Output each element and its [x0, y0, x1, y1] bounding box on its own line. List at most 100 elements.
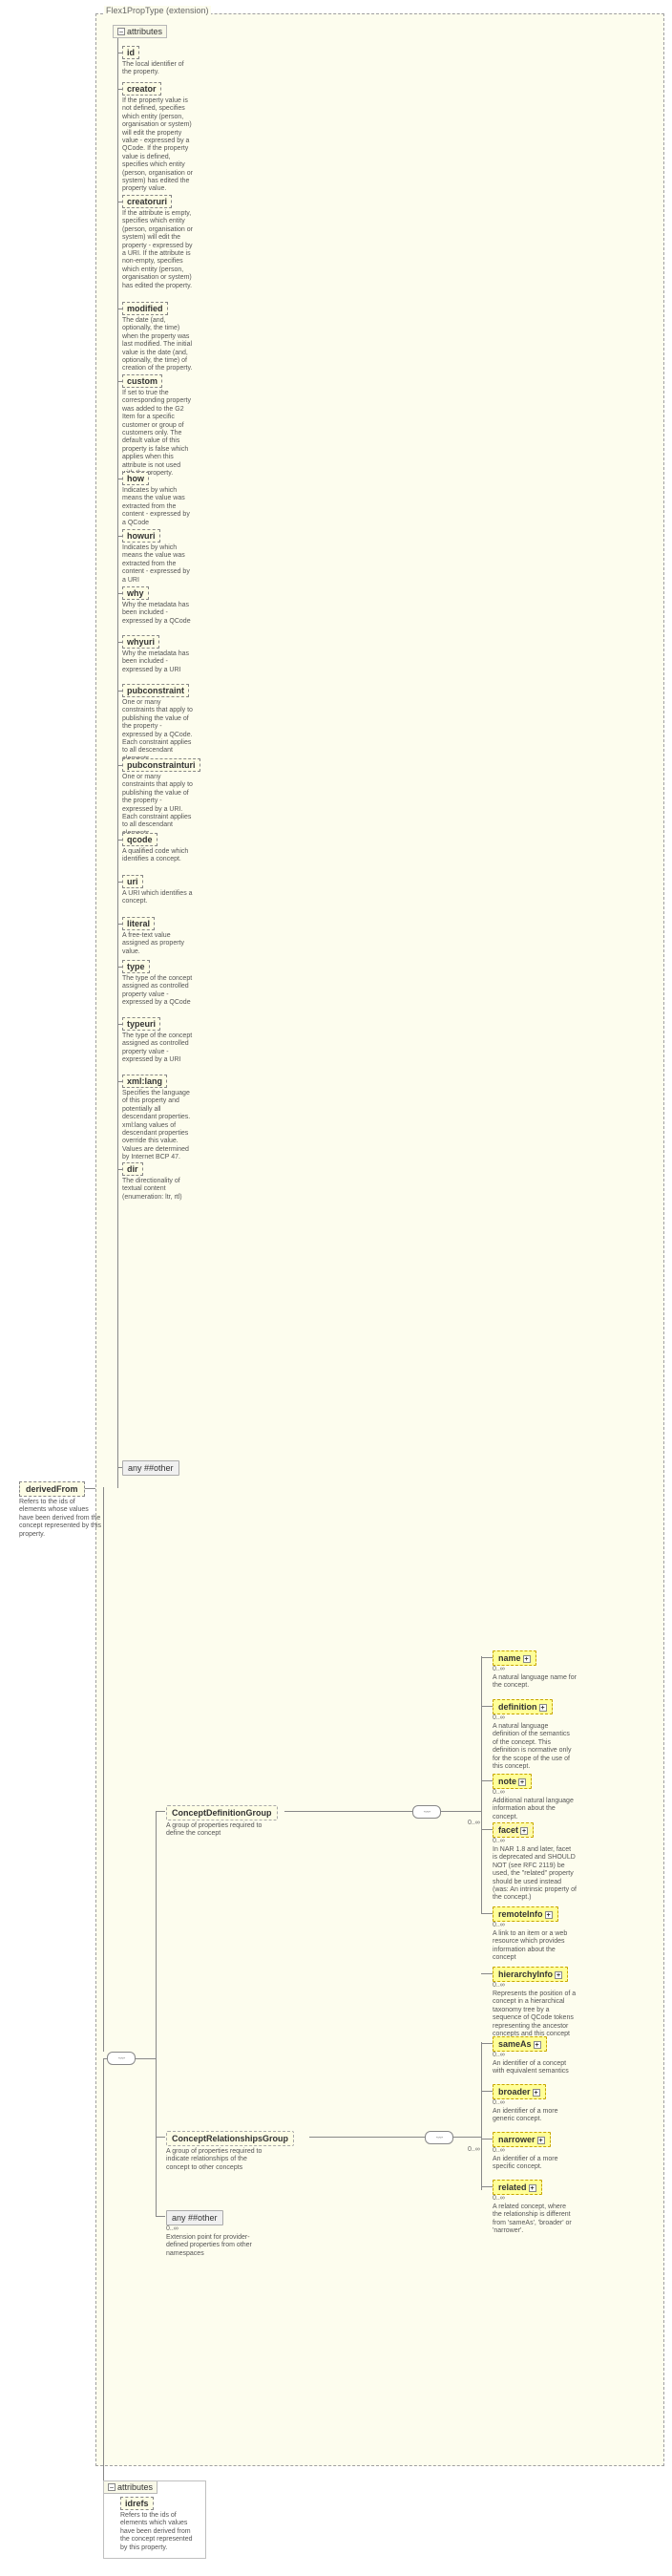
any-element: any ##other0..∞ Extension point for provi… — [166, 2210, 262, 2258]
attr-creator: creatorIf the property value is not defi… — [122, 82, 193, 194]
group-desc: A group of properties required to define… — [166, 1822, 271, 1839]
attr-name: id — [122, 46, 139, 59]
element-desc: An identifier of a more generic concept. — [493, 2108, 577, 2124]
attr-desc: The directionality of textual content (e… — [122, 1178, 193, 1202]
toggle-icon[interactable]: − — [117, 28, 125, 35]
element-name: definition+ — [493, 1699, 553, 1714]
attr-name: pubconstraint — [122, 684, 189, 697]
attributes-group[interactable]: −attributes — [113, 25, 167, 38]
expand-icon[interactable]: + — [545, 1911, 553, 1919]
attr-creatoruri: creatoruriIf the attribute is empty, spe… — [122, 195, 193, 290]
element-broader: broader+0..∞ An identifier of a more gene… — [493, 2084, 577, 2124]
element-name: note+ — [493, 1774, 532, 1789]
element-name: sameAs+ — [493, 2036, 547, 2052]
attr-how: howIndicates by which means the value wa… — [122, 472, 193, 527]
attr-literal: literalA free-text value assigned as pro… — [122, 917, 193, 956]
cardinality: 0..∞ — [493, 2052, 575, 2058]
element-name: broader+ — [493, 2084, 546, 2099]
expand-icon[interactable]: + — [518, 1778, 526, 1786]
element-narrower: narrower+0..∞An identifier of a more spe… — [493, 2132, 577, 2172]
attr-name: qcode — [122, 833, 158, 846]
element-hierarchyInfo: hierarchyInfo+0..∞Represents the positio… — [493, 1967, 577, 2038]
expand-icon[interactable]: + — [533, 2089, 540, 2097]
attr-desc: Why the metadata has been included - exp… — [122, 602, 193, 626]
element-related: related+0..∞A related concept, where the… — [493, 2180, 577, 2236]
cardinality: 0..∞ — [493, 2099, 575, 2106]
expand-icon[interactable]: + — [529, 2184, 536, 2192]
expand-icon[interactable]: + — [523, 1655, 531, 1663]
attr-name: literal — [122, 917, 155, 930]
cardinality: 0..∞ — [493, 1982, 575, 1989]
any-desc: Extension point for provider-defined pro… — [166, 2234, 262, 2258]
attr-desc: One or many constraints that apply to pu… — [122, 699, 193, 763]
attr-desc: If set to true the corresponding propert… — [122, 390, 193, 478]
cardinality: 0..∞ — [493, 2195, 575, 2202]
attr-name: howuri — [122, 529, 160, 543]
element-desc: An identifier of a more specific concept… — [493, 2156, 577, 2172]
attr-whyuri: whyuriWhy the metadata has been included… — [122, 635, 193, 674]
element-name: derivedFrom — [19, 1481, 85, 1497]
element-name: narrower+ — [493, 2132, 551, 2147]
element-sameAs: sameAs+0..∞ An identifier of a concept wi… — [493, 2036, 577, 2076]
element-desc: A link to an item or a web resource whic… — [493, 1930, 577, 1963]
group-name: ConceptRelationshipsGroup — [166, 2131, 294, 2146]
attr-qcode: qcode A qualified code which identifies a… — [122, 833, 193, 864]
element-desc: In NAR 1.8 and later, facet is deprecate… — [493, 1846, 577, 1903]
any-attribute: any ##other — [122, 1460, 179, 1476]
element-desc: Refers to the ids of elements whose valu… — [19, 1499, 103, 1539]
element-note: note+0..∞ Additional natural language inf… — [493, 1774, 577, 1821]
element-name: facet+ — [493, 1822, 534, 1838]
sequence-connector — [107, 2052, 136, 2065]
attr-name: modified — [122, 302, 168, 315]
attr-pubconstraint: pubconstraint One or many constraints tha… — [122, 684, 193, 763]
attr-why: why Why the metadata has been included - … — [122, 586, 193, 626]
attr-desc: Indicates by which means the value was e… — [122, 487, 193, 527]
attr-name: why — [122, 586, 149, 600]
attr-name: idrefs — [120, 2497, 154, 2510]
attr-xml-lang: xml:langSpecifies the language of this p… — [122, 1075, 193, 1162]
expand-icon[interactable]: + — [520, 1827, 528, 1835]
attr-desc: If the attribute is empty, specifies whi… — [122, 210, 193, 290]
attr-dir: dirThe directionality of textual content… — [122, 1162, 193, 1202]
concept-definition-group: ConceptDefinitionGroupA group of propert… — [166, 1805, 278, 1839]
concept-relationships-group: ConceptRelationshipsGroup A group of prop… — [166, 2131, 294, 2172]
root-element: derivedFrom Refers to the ids of elements… — [19, 1481, 103, 1539]
element-desc: A natural language name for the concept. — [493, 1674, 577, 1691]
any-label: any ##other — [166, 2210, 223, 2225]
attr-desc: Why the metadata has been included - exp… — [122, 650, 193, 674]
attr-name: pubconstrainturi — [122, 758, 200, 772]
attr-uri: uri A URI which identifies a concept. — [122, 875, 193, 906]
cardinality: 0..∞ — [166, 2225, 260, 2232]
attr-name: uri — [122, 875, 143, 888]
cardinality: 0..∞ — [493, 1789, 575, 1796]
element-facet: facet+0..∞ In NAR 1.8 and later, facet is… — [493, 1822, 577, 1903]
element-name: name+0..∞ A natural language name for the… — [493, 1650, 577, 1691]
expand-icon[interactable]: + — [539, 1704, 547, 1712]
cardinality: 0..∞ — [468, 2146, 480, 2153]
element-desc: Additional natural language information … — [493, 1798, 577, 1821]
attr-desc: Refers to the ids of elements which valu… — [120, 2512, 200, 2552]
attr-idrefs: idrefs Refers to the ids of elements whic… — [120, 2497, 202, 2552]
element-name: name+ — [493, 1650, 536, 1666]
element-definition: definition+0..∞ A natural language defini… — [493, 1699, 577, 1771]
element-name: remoteInfo+ — [493, 1906, 558, 1922]
element-desc: A natural language definition of the sem… — [493, 1723, 577, 1771]
cardinality: 0..∞ — [493, 1714, 575, 1721]
cardinality: 0..∞ — [493, 1838, 575, 1844]
attr-desc: A URI which identifies a concept. — [122, 890, 193, 906]
expand-icon[interactable]: + — [534, 2041, 541, 2049]
attr-desc: A qualified code which identifies a conc… — [122, 848, 193, 864]
element-desc: An identifier of a concept with equivale… — [493, 2060, 577, 2076]
group-desc: A group of properties required to indica… — [166, 2148, 271, 2172]
attr-name: custom — [122, 374, 162, 388]
attr-pubconstrainturi: pubconstrainturiOne or many constraints … — [122, 758, 193, 838]
expand-icon[interactable]: + — [537, 2137, 545, 2144]
attr-type: typeThe type of the concept assigned as … — [122, 960, 193, 1008]
attr-typeuri: typeuriThe type of the concept assigned … — [122, 1017, 193, 1065]
attributes-label: attributes — [127, 27, 162, 36]
expand-icon[interactable]: + — [555, 1971, 562, 1979]
attr-custom: custom If set to true the corresponding p… — [122, 374, 193, 478]
element-desc: A related concept, where the relationshi… — [493, 2203, 577, 2236]
attr-name: type — [122, 960, 150, 973]
cardinality: 0..∞ — [493, 1666, 575, 1672]
